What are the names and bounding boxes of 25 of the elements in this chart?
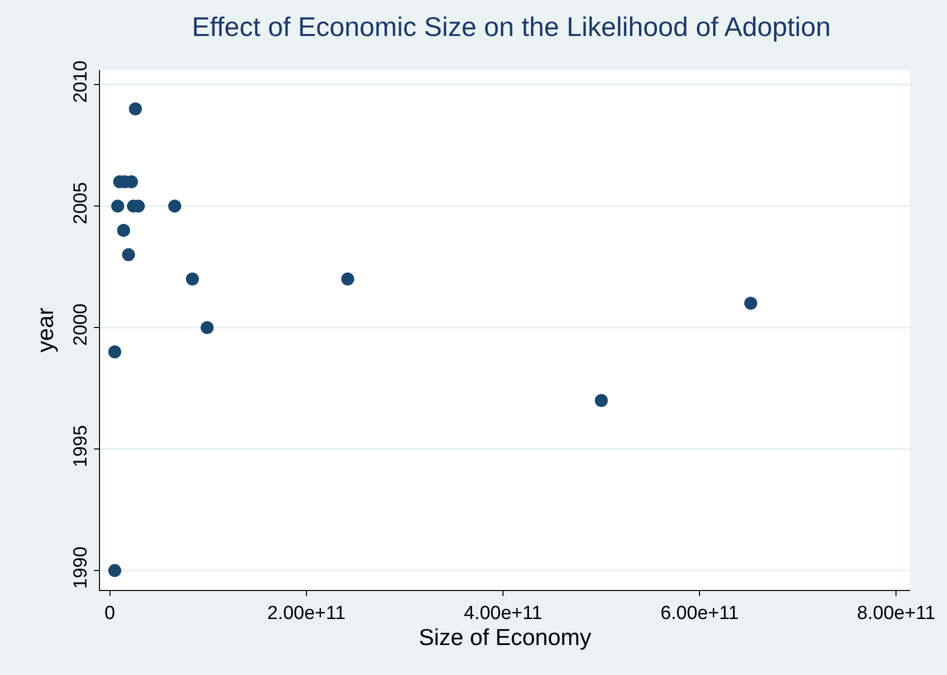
point (744, 296, 758, 310)
point (122, 248, 136, 262)
y-tick-label: 1990 (70, 546, 92, 589)
x-tick-label: 4.00e+11 (464, 602, 542, 624)
x-tick-label: 0 (104, 602, 116, 624)
x-tick-label: 6.00e+11 (660, 602, 739, 624)
y-axis-title: year (32, 307, 58, 352)
point (117, 224, 130, 237)
point (108, 564, 122, 578)
point (186, 272, 199, 286)
y-tick-label: 2010 (70, 60, 92, 103)
point (111, 200, 124, 213)
point (594, 394, 608, 407)
point (200, 321, 214, 334)
chart-title: Effect of Economic Size on the Likelihood of Adoption (192, 12, 831, 42)
x-tick-label: 8.00e+11 (857, 602, 936, 624)
y-tick-label: 2005 (70, 182, 92, 224)
point (168, 200, 182, 213)
point (108, 345, 122, 358)
point (341, 272, 354, 286)
point (128, 102, 142, 116)
y-tick-label: 2000 (70, 304, 92, 346)
x-axis-title: Size of Economy (418, 624, 592, 650)
x-tick-label: 2.00e+11 (267, 602, 346, 624)
y-tick-label: 1995 (70, 425, 92, 468)
